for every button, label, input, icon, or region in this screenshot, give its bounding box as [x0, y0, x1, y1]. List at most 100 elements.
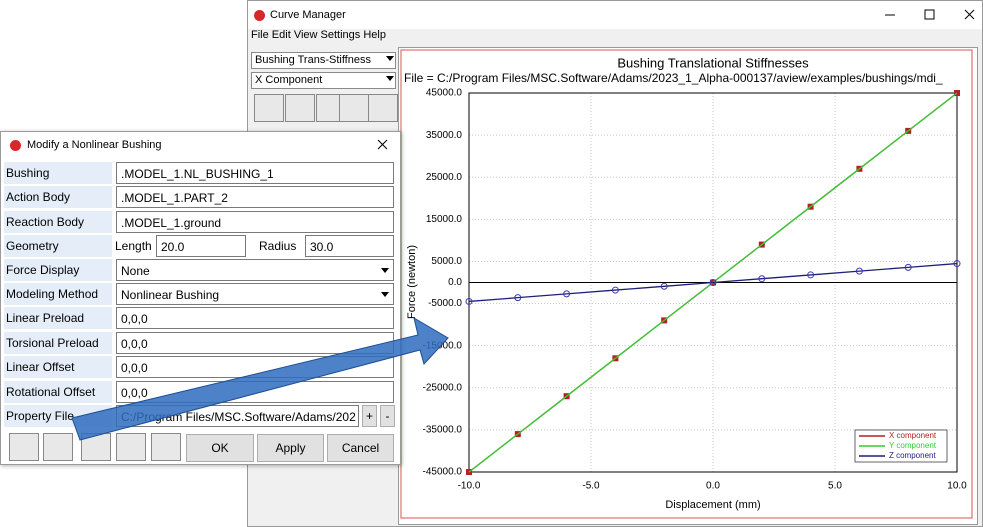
window-title: Curve Manager [270, 9, 346, 21]
field-label: Length [115, 239, 152, 253]
dropdown-text: None [121, 264, 150, 278]
y-tick-label: -25000.0 [423, 382, 463, 393]
field-label: Geometry [4, 235, 112, 257]
chart-title: Bushing Translational Stiffnesses [617, 55, 809, 70]
field-label: Force Display [4, 259, 112, 281]
x-tick-label: 5.0 [828, 481, 842, 492]
close[interactable] [964, 9, 975, 20]
marker [855, 267, 863, 275]
tool-icon[interactable] [116, 433, 146, 461]
x-tick-label: 10.0 [947, 481, 967, 492]
remove-button[interactable]: - [380, 405, 395, 427]
marker [904, 263, 912, 271]
marker [953, 260, 961, 268]
field-label: Bushing [4, 162, 112, 184]
y-tick-label: -35000.0 [423, 425, 463, 436]
dialog-title: Modify a Nonlinear Bushing [27, 139, 162, 151]
text-field[interactable]: .MODEL_1.PART_2 [116, 186, 394, 208]
close[interactable] [377, 139, 389, 151]
marker [660, 282, 668, 290]
menu-item[interactable]: File [251, 29, 269, 41]
dropdown-text: Bushing Trans-Stiffness [255, 54, 371, 66]
tool-icon[interactable] [285, 94, 315, 122]
dialog: Modify a Nonlinear Bushing Bushing .MODE… [0, 131, 401, 465]
tool-icon[interactable] [81, 433, 111, 461]
tool-icon[interactable] [9, 433, 39, 461]
menu-bar: File Edit View Settings Help [251, 29, 386, 43]
text-field[interactable]: 0,0,0 [116, 307, 394, 329]
chart-subtitle: File = C:/Program Files/MSC.Software/Ada… [404, 71, 943, 85]
cancel-button[interactable]: Cancel [327, 434, 394, 462]
field-label: Torsional Preload [4, 332, 112, 354]
dropdown[interactable]: None [116, 259, 394, 281]
y-axis-label: Force (newton) [406, 245, 418, 319]
text-field[interactable]: 0,0,0 [116, 332, 394, 354]
y-tick-label: 0.0 [448, 277, 462, 288]
plot-frame [400, 49, 973, 519]
dropdown[interactable]: Nonlinear Bushing [116, 283, 394, 305]
tool-icon[interactable] [339, 94, 369, 122]
tool-icon[interactable] [254, 94, 284, 122]
text-field[interactable]: 0,0,0 [116, 356, 394, 378]
add-button[interactable]: + [362, 405, 377, 427]
marker [563, 290, 571, 298]
tool-icon[interactable] [151, 433, 181, 461]
field-label: Modeling Method [4, 283, 112, 305]
menu-item[interactable]: View [293, 29, 318, 41]
marker [709, 279, 717, 286]
app-icon [10, 140, 21, 151]
field-label: Action Body [4, 186, 112, 208]
curve-dropdown[interactable]: Bushing Trans-Stiffness [251, 52, 396, 69]
apply-button[interactable]: Apply [257, 434, 324, 462]
component-dropdown[interactable]: X Component [251, 72, 396, 89]
menu-item[interactable]: Help [363, 29, 386, 41]
y-tick-label: 15000.0 [426, 214, 463, 225]
y-tick-label: -5000.0 [428, 298, 462, 309]
text-field[interactable]: 0,0,0 [116, 381, 394, 403]
y-tick-label: 35000.0 [426, 130, 463, 141]
field-label: Rotational Offset [4, 381, 112, 403]
marker [514, 294, 522, 302]
marker [807, 271, 815, 279]
text-field[interactable]: .MODEL_1.ground [116, 211, 394, 233]
title-bar: Curve Manager [248, 1, 982, 29]
series-line [468, 262, 958, 303]
tool-icon[interactable] [43, 433, 73, 461]
tool-icon[interactable] [368, 94, 398, 122]
text-field[interactable]: 20.0 [156, 235, 246, 257]
dialog-title-bar: Modify a Nonlinear Bushing [1, 132, 400, 158]
dropdown-text: Nonlinear Bushing [121, 288, 220, 302]
y-tick-label: -45000.0 [423, 467, 463, 478]
field-label: Property File [4, 405, 112, 427]
marker [758, 275, 766, 283]
marker [611, 286, 619, 294]
x-tick-label: -5.0 [582, 481, 600, 492]
x-axis-label: Displacement (mm) [665, 499, 760, 511]
ok-button[interactable]: OK [186, 434, 254, 462]
maximize[interactable] [924, 9, 935, 20]
field-label: Linear Preload [4, 307, 112, 329]
legend-label: Z component [889, 451, 936, 460]
marker [465, 297, 473, 305]
y-tick-label: 5000.0 [431, 256, 462, 267]
field-label: Linear Offset [4, 356, 112, 378]
legend-label: Y component [889, 441, 937, 450]
app-icon [254, 10, 265, 21]
x-tick-label: -10.0 [458, 481, 481, 492]
menu-item[interactable]: Edit [271, 29, 291, 41]
y-tick-label: 25000.0 [426, 172, 463, 183]
legend-label: X component [889, 431, 937, 440]
menu-item[interactable]: Settings [320, 29, 361, 41]
text-field[interactable]: C:/Program Files/MSC.Software/Adams/202 [116, 405, 359, 427]
field-label: Radius [259, 239, 297, 253]
window-controls[interactable] [868, 1, 983, 29]
y-tick-label: -15000.0 [423, 340, 463, 351]
field-label: Reaction Body [4, 211, 112, 233]
text-field[interactable]: .MODEL_1.NL_BUSHING_1 [116, 162, 394, 184]
text-field[interactable]: 30.0 [305, 235, 394, 257]
y-tick-label: 45000.0 [426, 88, 463, 99]
dropdown-text: X Component [255, 74, 323, 86]
x-tick-label: 0.0 [706, 481, 720, 492]
